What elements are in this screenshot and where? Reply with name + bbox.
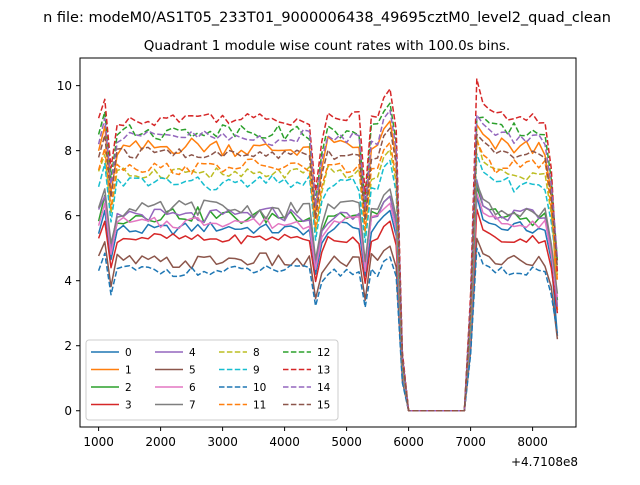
y-tick-label: 0 — [64, 404, 72, 418]
x-tick-label: 4000 — [269, 435, 300, 449]
x-tick-label: 8000 — [517, 435, 548, 449]
legend-label-4: 4 — [189, 347, 196, 359]
x-tick-label: 5000 — [331, 435, 362, 449]
series-layer — [97, 78, 559, 412]
legend-label-7: 7 — [189, 400, 196, 412]
legend-label-11: 11 — [253, 400, 266, 412]
legend-label-15: 15 — [317, 400, 330, 412]
plot-frame — [79, 57, 577, 428]
y-tick-label: 8 — [64, 144, 72, 158]
series-line-6 — [97, 192, 559, 412]
legend-label-2: 2 — [125, 382, 132, 394]
legend-label-3: 3 — [125, 400, 132, 412]
series-line-11 — [97, 140, 559, 412]
series-line-7 — [97, 182, 559, 412]
y-tick-label: 6 — [64, 209, 72, 223]
x-tick-label: 2000 — [145, 435, 176, 449]
chart-title: Quadrant 1 module wise count rates with … — [144, 38, 510, 54]
series-line-14 — [97, 109, 559, 412]
series-line-3 — [97, 208, 559, 412]
series-line-9 — [97, 153, 559, 412]
legend-label-8: 8 — [253, 347, 260, 359]
figure-suptitle: n file: modeM0/AS1T05_233T01_9000006438_… — [43, 10, 611, 26]
legend-label-10: 10 — [253, 382, 266, 394]
legend-label-12: 12 — [317, 347, 330, 359]
series-line-4 — [97, 179, 559, 412]
series-line-5 — [97, 237, 559, 412]
y-tick-label: 10 — [57, 79, 72, 93]
legend-label-1: 1 — [125, 365, 132, 377]
series-line-0 — [97, 195, 559, 412]
series-line-10 — [97, 247, 559, 412]
legend-label-0: 0 — [125, 347, 132, 359]
x-tick-label: 6000 — [393, 435, 424, 449]
legend-box — [85, 339, 339, 421]
y-tick-label: 2 — [64, 339, 72, 353]
x-axis-offset-label: +4.7108e8 — [511, 455, 578, 469]
legend-label-6: 6 — [189, 382, 196, 394]
legend-label-5: 5 — [189, 365, 196, 377]
legend-label-14: 14 — [317, 382, 331, 394]
series-line-12 — [97, 102, 559, 412]
x-tick-label: 3000 — [207, 435, 238, 449]
series-line-15 — [97, 127, 559, 412]
legend-label-9: 9 — [253, 365, 260, 377]
series-line-8 — [97, 136, 559, 412]
x-tick-label: 7000 — [455, 435, 486, 449]
x-tick-label: 1000 — [83, 435, 114, 449]
legend-label-13: 13 — [317, 365, 330, 377]
y-tick-label: 4 — [64, 274, 72, 288]
